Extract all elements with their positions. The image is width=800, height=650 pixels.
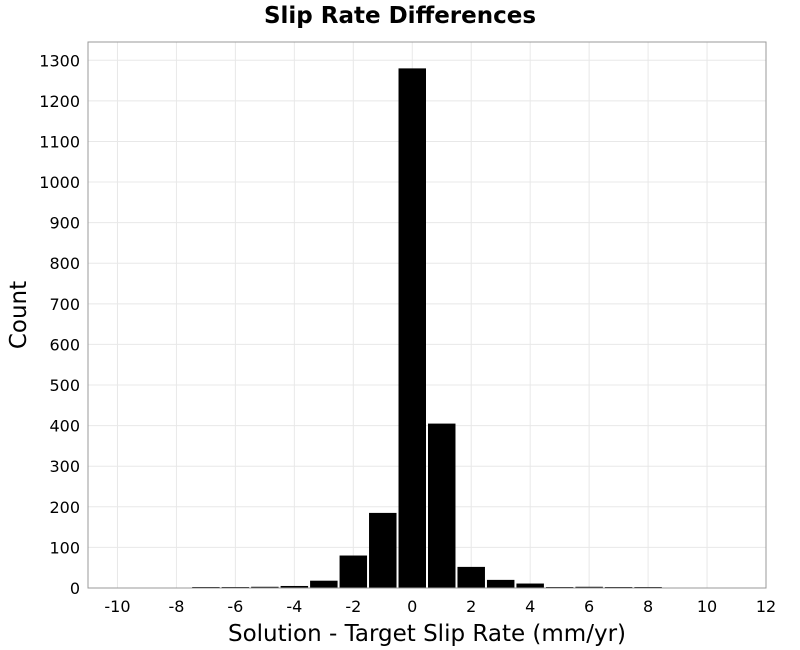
- y-tick-label: 1000: [39, 173, 80, 192]
- x-axis-label: Solution - Target Slip Rate (mm/yr): [228, 621, 626, 647]
- gridlines: [88, 42, 767, 589]
- y-tick-label: 700: [49, 295, 80, 314]
- histogram-bar: [369, 512, 397, 588]
- histogram-bar: [486, 579, 515, 588]
- y-tick-label: 900: [49, 214, 80, 233]
- y-tick-label: 500: [49, 376, 80, 395]
- x-tick-label: -6: [227, 597, 243, 616]
- x-tick-label: 12: [756, 597, 776, 616]
- y-tick-label: 400: [49, 417, 80, 436]
- x-tick-labels: -10 -8 -6 -4 -2 0 2 4 6 8 10 12: [104, 597, 776, 616]
- y-axis-label: Count: [6, 281, 32, 349]
- x-tick-label: 2: [466, 597, 476, 616]
- x-tick-label: 8: [643, 597, 653, 616]
- histogram-bar: [398, 68, 426, 589]
- y-tick-labels: 0 100 200 300 400 500 600 700 800 900 1000 1100 1200…: [39, 51, 80, 598]
- histogram-bar: [516, 583, 544, 588]
- histogram-bar: [457, 566, 485, 588]
- y-tick-label: 0: [70, 579, 80, 598]
- x-tick-label: 6: [584, 597, 594, 616]
- histogram-bar: [575, 586, 603, 588]
- y-tick-label: 300: [49, 457, 80, 476]
- y-tick-label: 1100: [39, 132, 80, 151]
- y-tick-label: 1200: [39, 92, 80, 111]
- x-tick-label: 4: [525, 597, 535, 616]
- histogram-bar: [310, 580, 338, 588]
- x-tick-label: -2: [345, 597, 361, 616]
- plot-frame: [87, 41, 767, 589]
- histogram-bar: [339, 555, 368, 588]
- histogram-bar: [251, 586, 279, 588]
- x-tick-label: -4: [286, 597, 302, 616]
- histogram-bar: [280, 585, 309, 588]
- y-tick-label: 1300: [39, 51, 80, 70]
- x-tick-label: -8: [168, 597, 184, 616]
- x-tick-label: -10: [104, 597, 130, 616]
- histogram-bar: [428, 423, 456, 588]
- y-tick-label: 100: [49, 538, 80, 557]
- y-tick-label: 200: [49, 498, 80, 517]
- x-tick-label: 0: [407, 597, 417, 616]
- bars: [192, 68, 662, 589]
- chart-title: Slip Rate Differences: [264, 3, 536, 29]
- y-tick-label: 600: [49, 335, 80, 354]
- x-tick-label: 10: [697, 597, 717, 616]
- y-tick-label: 800: [49, 254, 80, 273]
